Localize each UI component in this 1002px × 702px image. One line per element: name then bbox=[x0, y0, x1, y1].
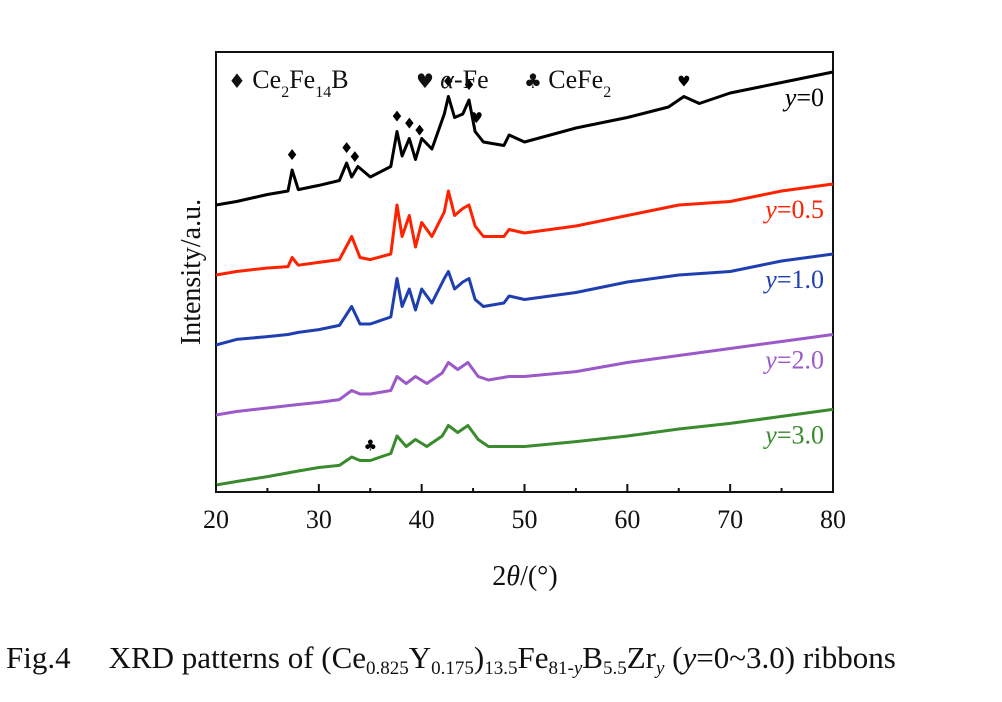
series-label-0: y=0 bbox=[782, 83, 824, 112]
peak-marker-6: ♦ bbox=[442, 73, 455, 91]
plot-frame bbox=[215, 51, 834, 493]
legend-item-1: ♥ α-Fe bbox=[416, 65, 489, 94]
peak-marker-4: ♦ bbox=[403, 115, 416, 133]
legend-item-2: ♣ CeFe2 bbox=[524, 65, 611, 101]
x-tick-label-2: 40 bbox=[409, 505, 435, 534]
series-label-4: y=3.0 bbox=[762, 420, 824, 449]
peak-marker-2: ♦ bbox=[348, 148, 361, 166]
peak-marker-0: ♦ bbox=[285, 146, 298, 164]
annotation-layer: ♦ ♦♦♦♦♦♦ ♦♥♥♣ bbox=[285, 73, 690, 455]
x-axis-title: 2θ/(°) bbox=[492, 561, 557, 592]
caption-prefix: Fig.4 bbox=[6, 640, 71, 675]
legend-item-0: ♦ Ce2Fe14B bbox=[228, 65, 349, 101]
series-line-2 bbox=[215, 252, 834, 347]
peak-marker-3: ♦ bbox=[390, 108, 403, 126]
x-tick-label-5: 70 bbox=[717, 505, 743, 534]
y-axis-title: Intensity/a.u. bbox=[176, 199, 207, 345]
x-tick-layer: 20 30 40 50 60 70 80 bbox=[203, 484, 846, 534]
series-label-1: y=0.5 bbox=[762, 195, 824, 224]
series-line-1 bbox=[215, 182, 834, 277]
peak-marker-10: ♣ bbox=[364, 437, 377, 455]
figure-caption: Fig.4 XRD patterns of (Ce0.825Y0.175)13.5… bbox=[0, 640, 1002, 680]
series-label-3: y=2.0 bbox=[762, 346, 824, 375]
peak-marker-8: ♥ bbox=[469, 109, 482, 127]
caption-text: XRD patterns of (Ce0.825Y0.175)13.5Fe81-… bbox=[108, 640, 896, 679]
x-tick-label-4: 60 bbox=[614, 505, 640, 534]
peak-marker-9: ♥ bbox=[677, 73, 690, 91]
series-layer bbox=[215, 70, 834, 487]
xrd-chart: ♦ ♦♦♦♦♦♦ ♦♥♥♣ y=0y=0.5y=1.0y=2.0y=3.0 20 30… bbox=[176, 51, 846, 592]
x-tick-label-1: 30 bbox=[306, 505, 332, 534]
peak-marker-5: ♦ bbox=[413, 122, 426, 140]
series-line-4 bbox=[215, 407, 834, 487]
series-label-2: y=1.0 bbox=[762, 265, 824, 294]
legend: ♦ Ce2Fe14B ♥ α-Fe ♣ CeFe2 bbox=[228, 65, 611, 101]
series-line-0 bbox=[215, 70, 834, 207]
peak-marker-1: ♦ bbox=[340, 139, 353, 157]
series-label-layer: y=0 y=0.5 y=1.0 y=2.0 y=3.0 bbox=[762, 83, 824, 449]
x-tick-label-0: 20 bbox=[203, 505, 229, 534]
peak-marker-7: ♦ bbox=[462, 76, 475, 94]
x-tick-label-6: 80 bbox=[820, 505, 846, 534]
series-line-3 bbox=[215, 333, 834, 417]
x-tick-label-3: 50 bbox=[512, 505, 538, 534]
